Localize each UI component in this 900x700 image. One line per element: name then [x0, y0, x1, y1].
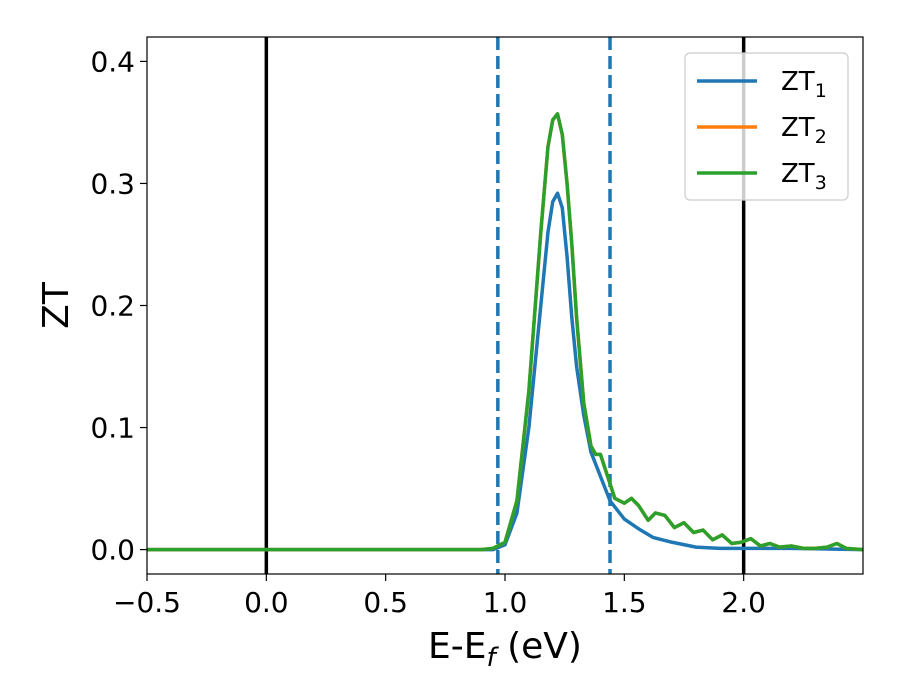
x-axis-label-unit: (eV) [496, 626, 582, 667]
x-axis-label-main: E-E [428, 626, 486, 667]
x-tick-label: 1.5 [602, 586, 647, 619]
y-tick-label: 0.4 [90, 45, 135, 78]
reference-lines [264, 37, 746, 574]
legend: ZT1 ZT2 ZT3 [684, 52, 849, 201]
x-tick-label: 0.0 [244, 586, 289, 619]
data-series [147, 112, 863, 552]
x-axis-label: E-Ef (eV) [428, 626, 582, 673]
x-tick-label: −0.5 [113, 586, 181, 619]
legend-label: ZT3 [781, 159, 827, 194]
y-tick-label: 0.3 [90, 167, 135, 200]
x-axis-ticks: −0.5 0.0 0.5 1.0 1.5 2.0 [113, 574, 766, 619]
legend-label: ZT1 [781, 67, 827, 102]
x-tick-label: 1.0 [483, 586, 528, 619]
y-axis-label: ZT [36, 281, 77, 329]
y-axis-ticks: 0.0 0.1 0.2 0.3 0.4 [90, 45, 147, 567]
y-tick-label: 0.0 [90, 534, 135, 567]
series-line-zt3 [147, 112, 863, 552]
legend-label: ZT2 [781, 113, 827, 148]
legend-box [684, 52, 849, 201]
series-line-zt1 [147, 191, 863, 552]
x-tick-label: 2.0 [721, 586, 766, 619]
y-tick-label: 0.1 [90, 412, 135, 445]
x-tick-label: 0.5 [363, 586, 408, 619]
y-tick-label: 0.2 [90, 290, 135, 323]
